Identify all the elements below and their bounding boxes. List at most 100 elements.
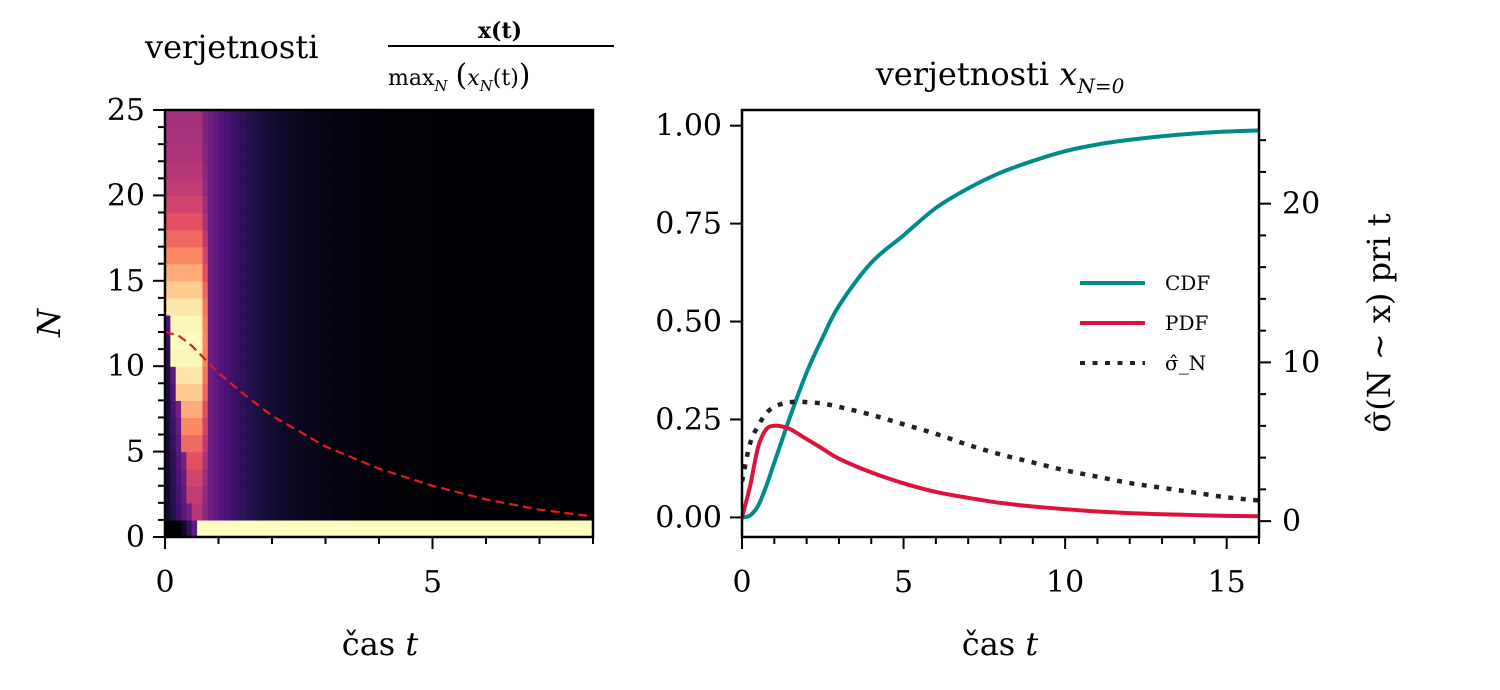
line-chart-title: verjetnosti xN=0 [875,55,1125,98]
heatmap-cell [448,400,455,419]
heatmap-cell [282,502,289,521]
heatmap-cell [330,451,337,470]
heatmap-cell [432,263,439,282]
heatmap-cell [582,451,589,470]
heatmap-cell [411,314,418,333]
heatmap-cell [320,366,327,384]
heatmap-cell [464,383,471,401]
heatmap-cell [571,161,578,179]
heatmap-cell [469,519,476,537]
heatmap-cell [213,383,220,401]
heatmap-cell [411,246,418,265]
heatmap-cell [437,195,444,214]
heatmap-cell [528,280,535,299]
heatmap-cell [480,383,487,401]
heatmap-cell [453,468,460,487]
heatmap-cell [272,280,278,299]
heatmap-cell [282,434,289,453]
heatmap-cell [202,178,209,196]
heatmap-cell [459,161,466,179]
heatmap-cell [555,212,562,231]
heatmap-cell [523,383,530,401]
heatmap-cell [320,383,327,401]
heatmap-cell [560,314,567,333]
heatmap-cell [288,178,294,196]
heatmap-cell [368,161,375,179]
heatmap-cell [336,314,343,333]
heatmap-cell [464,417,471,436]
heatmap-cell [507,263,514,282]
heatmap-cell [555,297,562,316]
heatmap-cell [486,297,492,316]
heatmap-cell [496,297,503,316]
heatmap-cell [255,400,262,419]
heatmap-cell [191,229,198,248]
heatmap-cell [293,127,300,145]
heatmap-cell [277,127,284,145]
heatmap-cell [373,212,380,231]
heatmap-cell [453,212,460,231]
heatmap-cell [282,178,289,196]
heatmap-cell [518,502,525,521]
heatmap-cell [571,349,578,367]
heatmap-cell [197,229,204,248]
heatmap-cell [576,212,583,231]
heatmap-cell [346,280,353,299]
heatmap-cell [362,502,369,521]
heatmap-cell [234,229,241,248]
heatmap-cell [293,485,300,504]
heatmap-cell [528,110,535,128]
heatmap-cell [357,280,364,299]
heatmap-cell [346,127,353,145]
heatmap-cell [293,297,300,316]
heatmap-cell [384,127,391,145]
heatmap-cell [277,434,284,453]
heatmap-cell [416,485,423,504]
line-series [742,128,1259,520]
heatmap-cell [384,280,391,299]
heatmap-cell [560,161,567,179]
heatmap-cell [336,263,343,282]
line-xlabel-var: t [1025,625,1038,663]
heatmap-cell [304,229,311,248]
heatmap-cell [534,127,541,145]
heatmap-cell [330,417,337,436]
heatmap-cell [432,451,439,470]
heatmap-cell [571,127,578,145]
heatmap-cell [555,468,562,487]
heatmap-cell [400,127,407,145]
heatmap-cell [395,366,401,384]
heatmap-cell [234,127,241,145]
heatmap-cell [496,212,503,231]
heatmap-cell [389,161,396,179]
heatmap-cell [330,246,337,265]
heatmap-cell [491,229,498,248]
heatmap-cell [464,110,471,128]
heatmap-cell [336,485,343,504]
heatmap-cell [245,212,252,231]
heatmap-cell [550,383,557,401]
heatmap-cell [523,485,530,504]
heatmap-cell [566,519,573,537]
heatmap-cell [464,178,471,196]
heatmap-cell [336,280,343,299]
heatmap-cell [502,400,508,419]
heatmap-cell [571,212,578,231]
heatmap-cell [480,110,487,128]
heatmap-cell [325,127,332,145]
title-numerator: x(t) [478,18,522,44]
heatmap-cell [357,246,364,265]
heatmap-cell [266,127,273,145]
heatmap-cell [491,195,498,214]
heatmap-cell [261,314,268,333]
heatmap-cell [229,212,236,231]
heatmap-cell [245,349,252,367]
heatmap-cell [266,366,273,384]
heatmap-cell [534,246,541,265]
heatmap-cell [528,195,535,214]
heatmap-cell [512,349,519,367]
heatmap-cell [309,349,316,367]
heatmap-cell [165,229,171,248]
heatmap-cell [170,349,177,367]
heatmap-cell [416,468,423,487]
